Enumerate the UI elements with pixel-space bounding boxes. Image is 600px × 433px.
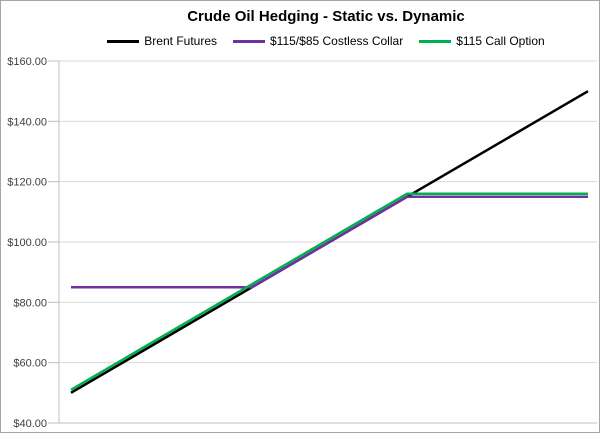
chart-legend: Brent Futures $115/$85 Costless Collar $… xyxy=(59,34,593,48)
series-line-115-call-option xyxy=(70,192,588,391)
legend-label: Brent Futures xyxy=(144,34,217,48)
y-axis-label: $60.00 xyxy=(13,358,47,370)
legend-line-swatch xyxy=(107,39,140,43)
chart-title: Crude Oil Hedging - Static vs. Dynamic xyxy=(187,8,465,25)
y-axis-label: $40.00 xyxy=(13,418,47,430)
legend-label: $115 Call Option xyxy=(456,34,545,48)
legend-item-call-option: $115 Call Option xyxy=(419,34,545,48)
legend-item-costless-collar: $115/$85 Costless Collar xyxy=(233,34,403,48)
legend-item-brent-futures: Brent Futures xyxy=(107,34,217,48)
y-axis-label: $100.00 xyxy=(7,237,47,249)
y-axis-label: $160.00 xyxy=(7,56,47,68)
series-line-115-85-costless-collar xyxy=(71,195,588,289)
legend-line-swatch xyxy=(419,39,452,43)
y-axis-label: $80.00 xyxy=(13,297,47,309)
y-axis-label: $140.00 xyxy=(7,116,47,128)
y-axis-label: $120.00 xyxy=(7,177,47,189)
legend-label: $115/$85 Costless Collar xyxy=(270,34,404,48)
legend-line-swatch xyxy=(233,39,265,43)
